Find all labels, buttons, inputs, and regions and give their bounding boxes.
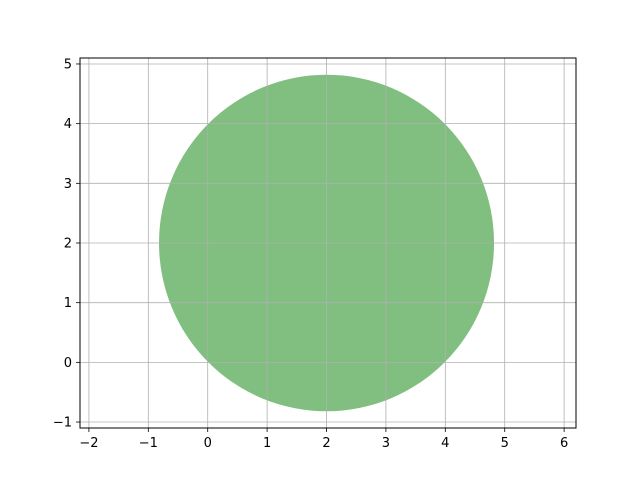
y-tick-label-0: −1	[53, 416, 72, 431]
x-tick-label-1: −1	[139, 436, 158, 451]
x-tick-label-0: −2	[79, 436, 98, 451]
x-tick-label-8: 6	[560, 436, 568, 451]
y-tick-label-3: 2	[64, 237, 72, 252]
x-tick-label-4: 2	[322, 436, 330, 451]
y-tick-label-6: 5	[64, 57, 72, 72]
x-tick-label-7: 5	[501, 436, 509, 451]
x-tick-label-2: 0	[204, 436, 212, 451]
x-tick-label-6: 4	[441, 436, 449, 451]
y-tick-label-5: 4	[64, 117, 72, 132]
x-tick-label-3: 1	[263, 436, 271, 451]
y-tick-label-4: 3	[64, 177, 72, 192]
plot-area: −2 −1 0 1 2 3 4 5 6 −1 0 1 2 3 4 5	[53, 57, 577, 451]
y-tick-label-1: 0	[64, 356, 72, 371]
y-tick-label-2: 1	[64, 296, 72, 311]
x-tick-label-5: 3	[382, 436, 390, 451]
